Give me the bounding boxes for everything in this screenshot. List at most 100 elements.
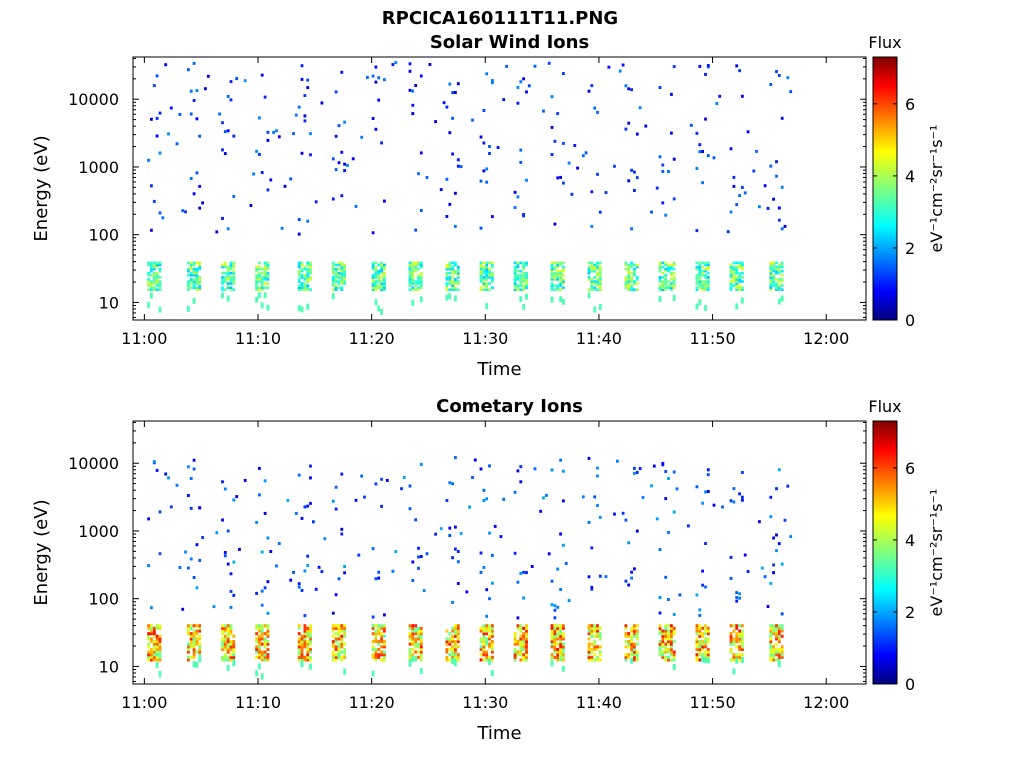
heatmap-cell (553, 647, 557, 651)
heatmap-cell (596, 263, 599, 267)
heatmap-cell (255, 624, 258, 628)
heatmap-cell (454, 629, 457, 633)
heatmap-cell (445, 647, 449, 651)
heatmap-cell (255, 637, 258, 641)
heatmap-cell (263, 261, 267, 265)
heatmap-cell (729, 282, 733, 285)
heatmap-cell (383, 280, 386, 283)
heatmap-cell (286, 499, 290, 502)
heatmap-cell (334, 271, 338, 275)
y-tick-label-3: 10000 (68, 454, 119, 473)
heatmap-cell (638, 106, 642, 110)
heatmap-cell (667, 531, 670, 534)
heatmap-cell (448, 642, 452, 646)
heatmap-cell (667, 598, 670, 601)
heatmap-cell (769, 284, 773, 287)
heatmap-cell (303, 282, 307, 285)
heatmap-cell (451, 637, 454, 641)
heatmap-cell (519, 80, 523, 84)
heatmap-cell (309, 624, 312, 628)
heatmap-cell (482, 282, 486, 285)
heatmap-cell (419, 462, 423, 466)
heatmap-cell (383, 267, 386, 271)
heatmap-cell (155, 634, 159, 638)
heatmap-cell (451, 286, 454, 289)
heatmap-cell (706, 154, 710, 158)
heatmap-cell (258, 288, 261, 291)
heatmap-cell (661, 288, 665, 291)
heatmap-cell (419, 280, 423, 283)
heatmap-cell (590, 265, 594, 269)
heatmap-cell (513, 271, 517, 275)
heatmap-cell (411, 299, 415, 306)
heatmap-cell (735, 288, 739, 291)
heatmap-cell (252, 172, 256, 176)
heatmap-cell (624, 655, 628, 659)
heatmap-cell (221, 271, 224, 275)
heatmap-cell (297, 626, 301, 630)
heatmap-cell (777, 632, 781, 636)
heatmap-cell (695, 647, 699, 651)
heatmap-cell (706, 263, 710, 267)
heatmap-cell (258, 640, 261, 644)
heatmap-cell (545, 493, 548, 497)
heatmap-cell (655, 186, 659, 190)
heatmap-cell (777, 658, 781, 662)
heatmap-cell (775, 549, 778, 553)
heatmap-cell (772, 280, 775, 283)
heatmap-cell (454, 286, 457, 289)
heatmap-cell (380, 504, 383, 508)
heatmap-cell (445, 286, 449, 289)
heatmap-cell (417, 276, 420, 279)
heatmap-cell (635, 658, 639, 662)
heatmap-cell (516, 616, 520, 620)
heatmap-cell (596, 466, 599, 470)
heatmap-cell (337, 645, 341, 649)
heatmap-cell (445, 650, 449, 654)
heatmap-cell (553, 632, 557, 636)
heatmap-cell (752, 169, 756, 173)
heatmap-cell (664, 637, 668, 641)
heatmap-cell (627, 645, 631, 649)
heatmap-cell (627, 121, 631, 125)
heatmap-cell (306, 86, 310, 90)
heatmap-cell (598, 626, 602, 630)
heatmap-cell (627, 288, 631, 291)
heatmap-cell (459, 165, 463, 169)
heatmap-cell (667, 267, 670, 271)
heatmap-cell (485, 629, 489, 633)
heatmap-cell (479, 629, 483, 633)
heatmap-cell (221, 645, 224, 649)
heatmap-cell (633, 466, 636, 470)
heatmap-cell (553, 604, 557, 608)
heatmap-cell (147, 261, 150, 265)
heatmap-cell (226, 276, 230, 279)
heatmap-cell (414, 518, 418, 522)
heatmap-cell (198, 280, 202, 283)
heatmap-cell (598, 637, 602, 641)
heatmap-cell (408, 632, 412, 636)
heatmap-cell (232, 271, 236, 275)
heatmap-cell (775, 267, 778, 271)
heatmap-cell (374, 267, 378, 271)
heatmap-cell (587, 629, 591, 633)
heatmap-cell (525, 286, 528, 289)
colorbar-unit: eV⁻¹cm⁻²sr⁻¹s⁻¹ (927, 125, 946, 253)
heatmap-cell (706, 267, 710, 271)
heatmap-cell (451, 629, 454, 633)
heatmap-cell (417, 278, 420, 281)
heatmap-cell (513, 637, 517, 641)
heatmap-cell (732, 655, 736, 659)
heatmap-cell (260, 302, 264, 309)
heatmap-cell (147, 263, 150, 267)
heatmap-cell (155, 662, 159, 668)
heatmap-cell (340, 640, 344, 644)
heatmap-cell (147, 634, 150, 638)
heatmap-cell (738, 632, 741, 636)
heatmap-cell (482, 634, 486, 638)
heatmap-cell (439, 527, 443, 531)
heatmap-cell (670, 647, 673, 651)
heatmap-cell (232, 645, 236, 649)
heatmap-cell (306, 274, 310, 277)
heatmap-cell (664, 497, 668, 501)
